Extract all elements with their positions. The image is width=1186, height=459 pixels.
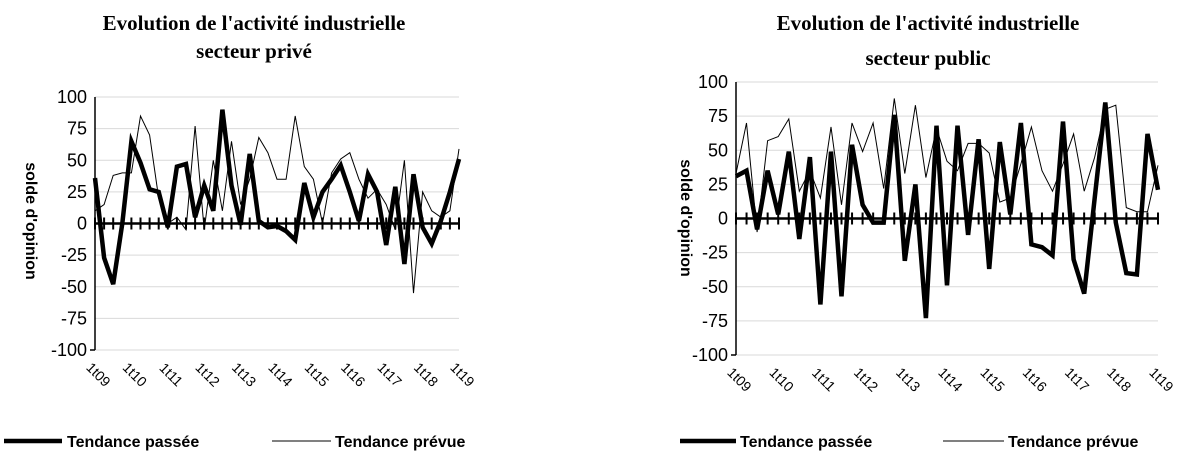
y-tick-label: 25 [708,174,728,194]
x-tick-label: 1t11 [156,360,186,390]
y-tick-label: -50 [61,277,87,297]
x-tick-label: 1t19 [447,359,478,390]
chart-public-sector: Evolution de l'activité industrielle sec… [677,11,1177,451]
chart-title: Evolution de l'activité industrielle [777,11,1080,35]
x-tick-label: 1t13 [229,359,260,390]
legend: Tendance passée Tendance prévue [4,434,466,451]
x-tick-label: 1t17 [1062,364,1093,395]
x-tick-label: 1t15 [302,359,333,390]
x-tick-label: 1t18 [411,359,442,390]
x-tick-label: 1t19 [1146,364,1177,395]
y-tick-label: 0 [718,209,728,229]
chart-title: Evolution de l'activité industrielle [103,11,406,35]
x-tick-label: 1t10 [766,364,797,395]
x-tick-label: 1t12 [851,364,882,395]
y-tick-label: -75 [61,308,87,328]
x-tick-label: 1t14 [265,359,296,390]
chart-private-sector: Evolution de l'activité industrielle sec… [4,11,478,451]
y-tick-label: 50 [708,140,728,160]
x-tick-label: 1t17 [374,359,405,390]
chart-subtitle: secteur public [865,46,990,70]
y-tick-label: 50 [67,150,87,170]
y-axis-label: solde d'opinion [22,162,39,280]
x-tick-label: 1t12 [192,359,223,390]
y-tick-label: 25 [67,182,87,202]
x-tick-label: 1t09 [724,364,755,395]
y-tick-label: 100 [698,72,728,92]
legend-label-past: Tendance passée [740,434,872,451]
y-tick-label: 100 [57,87,87,107]
y-axis-label: solde d'opinion [677,159,694,277]
x-tick-label: 1t16 [1020,364,1051,395]
y-tick-label: -100 [51,340,87,360]
series-line-forecast-trend [94,114,460,294]
legend-label-forecast: Tendance prévue [1008,434,1139,451]
y-tick-label: -25 [702,243,728,263]
x-tick-label: 1t16 [338,359,369,390]
y-tick-label: 75 [67,119,87,139]
legend: Tendance passée Tendance prévue [680,434,1139,451]
y-tick-label: -75 [702,311,728,331]
series-line-forecast-trend [735,98,1159,233]
x-tick-label: 1t10 [120,359,151,390]
y-tick-label: 0 [77,214,87,234]
x-tick-label: 1t13 [893,364,924,395]
y-tick-label: 75 [708,106,728,126]
y-tick-label: -100 [692,345,728,365]
series-line-past-trend [734,102,1161,319]
y-tick-label: -25 [61,245,87,265]
legend-label-forecast: Tendance prévue [335,434,466,451]
x-tick-label: 1t09 [83,359,114,390]
y-tick-label: -50 [702,277,728,297]
chart-subtitle: secteur privé [196,39,312,63]
legend-label-past: Tendance passée [67,434,199,451]
x-tick-label: 1t14 [935,364,966,395]
x-tick-label: 1t18 [1104,364,1135,395]
x-tick-label: 1t15 [977,364,1008,395]
x-tick-label: 1t11 [809,365,839,395]
